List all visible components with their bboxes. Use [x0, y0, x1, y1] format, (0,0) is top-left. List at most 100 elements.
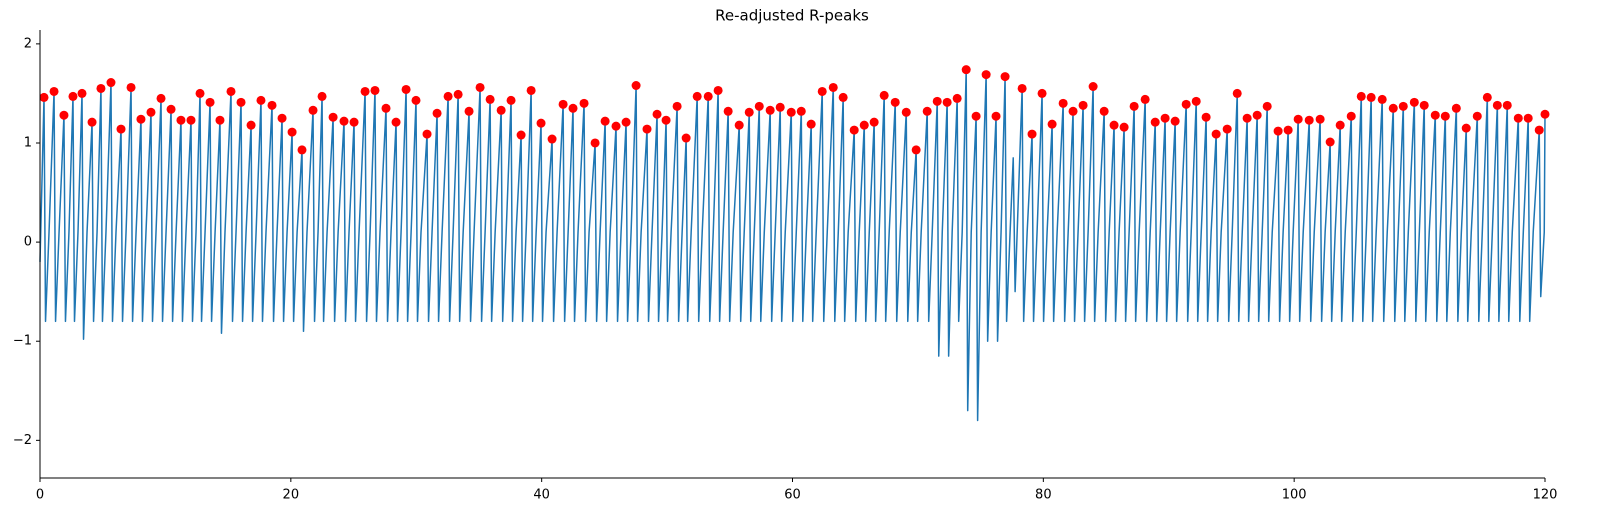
peak-marker [1461, 123, 1471, 133]
peak-marker [186, 115, 196, 125]
peak-marker [516, 130, 526, 140]
peak-marker [849, 125, 859, 135]
peak-marker [621, 117, 631, 127]
x-tick-label: 20 [283, 488, 300, 503]
peak-marker [422, 129, 432, 139]
peak-marker [1262, 101, 1272, 111]
peak-marker [869, 117, 879, 127]
peak-marker [116, 124, 126, 134]
peak-marker [1335, 120, 1345, 130]
peak-marker [981, 70, 991, 80]
peak-marker [136, 114, 146, 124]
peak-marker [381, 103, 391, 113]
peak-marker [1222, 124, 1232, 134]
chart-title: Re-adjusted R-peaks [715, 7, 869, 25]
peak-marker [328, 112, 338, 122]
peak-marker [1523, 113, 1533, 123]
peak-marker [267, 100, 277, 110]
peak-marker [558, 99, 568, 109]
peak-marker [901, 107, 911, 117]
peak-marker [661, 115, 671, 125]
peak-marker [297, 145, 307, 155]
peak-marker [991, 111, 1001, 121]
peak-marker [1451, 103, 1461, 113]
peak-marker [453, 89, 463, 99]
peak-marker [642, 124, 652, 134]
peak-marker [1150, 117, 1160, 127]
peak-marker [611, 121, 621, 131]
peak-marker [1325, 137, 1335, 147]
peak-marker [1232, 88, 1242, 98]
peak-marker [806, 119, 816, 129]
peak-marker [631, 81, 641, 91]
peak-marker [703, 91, 713, 101]
peak-marker [1109, 120, 1119, 130]
peak-marker [360, 86, 370, 96]
peak-marker [1472, 111, 1482, 121]
peak-marker [828, 82, 838, 92]
y-tick-label: 0 [24, 235, 32, 250]
peak-marker [838, 92, 848, 102]
peak-marker [754, 101, 764, 111]
peak-marker [443, 91, 453, 101]
peak-marker [1430, 110, 1440, 120]
peak-marker [1088, 81, 1098, 91]
peak-marker [1201, 112, 1211, 122]
peak-marker [176, 115, 186, 125]
x-tick-label: 120 [1533, 488, 1558, 503]
peak-marker [1099, 106, 1109, 116]
peak-marker [1492, 100, 1502, 110]
peak-marker [506, 95, 516, 105]
signal-line [39, 68, 1546, 422]
y-tick-label: 1 [24, 135, 32, 150]
peak-marker [496, 105, 506, 115]
peak-marker [1027, 129, 1037, 139]
peak-marker [1181, 99, 1191, 109]
peak-marker [922, 106, 932, 116]
peak-marker [942, 97, 952, 107]
peak-marker [744, 107, 754, 117]
peak-marker [1540, 109, 1550, 119]
peak-marker [49, 86, 59, 96]
peak-marker [796, 106, 806, 116]
x-tick-label: 0 [36, 488, 44, 503]
peak-marker [236, 97, 246, 107]
peak-marker [579, 98, 589, 108]
peak-marker [308, 105, 318, 115]
peak-marker [1304, 115, 1314, 125]
peak-marker [786, 107, 796, 117]
peak-marker [205, 97, 215, 107]
peak-marker [879, 90, 889, 100]
peak-marker [723, 106, 733, 116]
peak-marker [681, 133, 691, 143]
peak-marker [1513, 113, 1523, 123]
peak-marker [1273, 126, 1283, 136]
x-tick-label: 100 [1282, 488, 1307, 503]
peak-marker [1252, 110, 1262, 120]
peak-marker [536, 118, 546, 128]
peak-marker [59, 110, 69, 120]
peak-marker [1440, 111, 1450, 121]
peak-marker [1047, 119, 1057, 129]
x-tick-label: 40 [533, 488, 550, 503]
peak-marker [246, 120, 256, 130]
peak-marker [195, 88, 205, 98]
peak-marker [1388, 103, 1398, 113]
peak-marker [464, 106, 474, 116]
peak-marker [1191, 96, 1201, 106]
peak-marker [1293, 114, 1303, 124]
peak-marker [1502, 100, 1512, 110]
peak-marker [713, 85, 723, 95]
peak-marker [859, 120, 869, 130]
peak-marker [39, 92, 49, 102]
peak-marker [77, 88, 87, 98]
peak-marker [146, 107, 156, 117]
peak-marker [106, 78, 116, 88]
peak-marker [817, 86, 827, 96]
peak-marker [68, 91, 78, 101]
peak-marker [1129, 101, 1139, 111]
peak-marker [890, 97, 900, 107]
peak-marker [1140, 94, 1150, 104]
